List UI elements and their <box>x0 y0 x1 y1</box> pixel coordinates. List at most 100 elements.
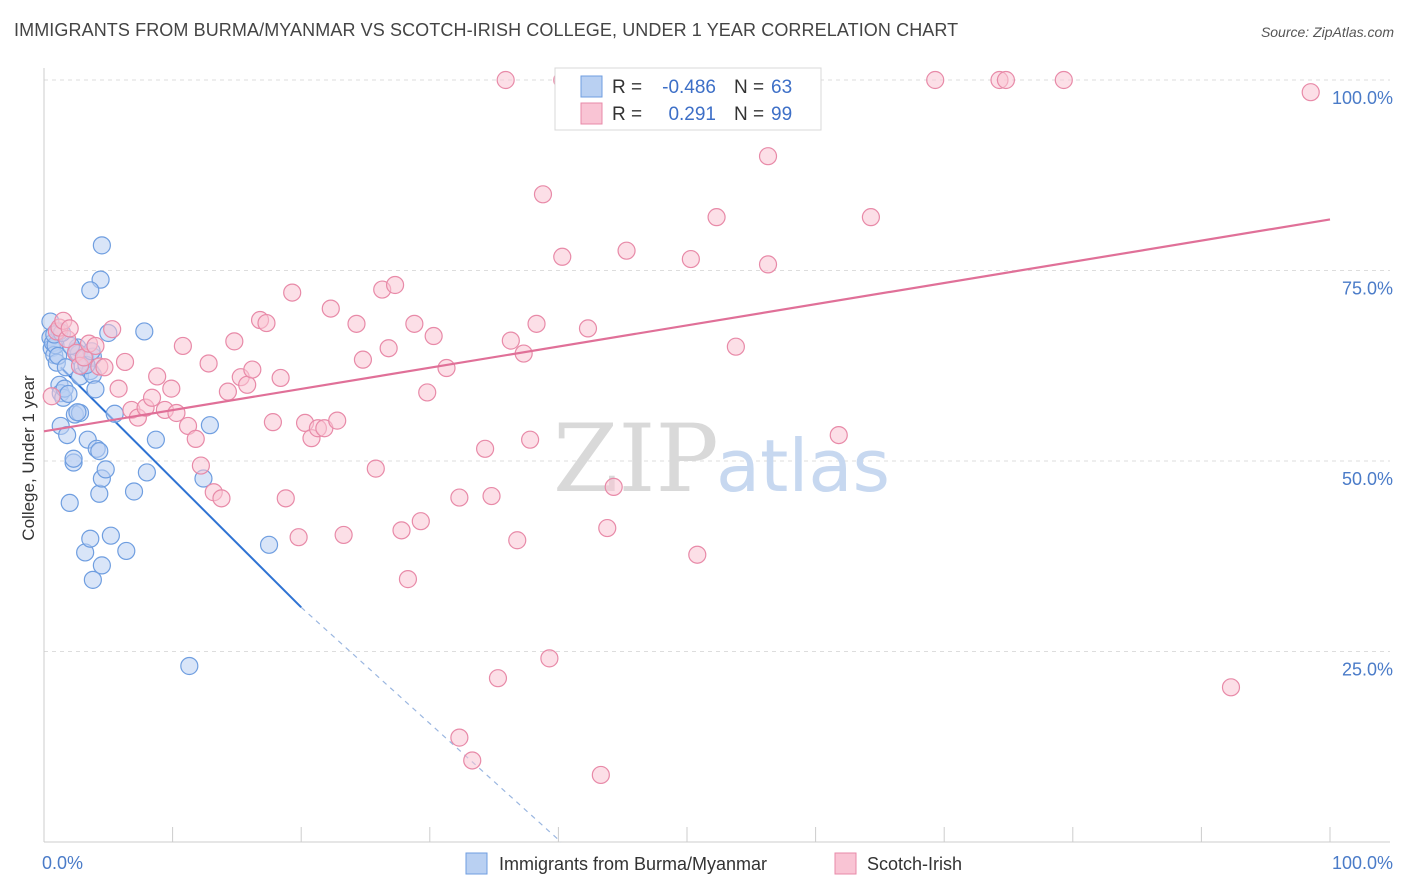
point-scotch-irish <box>334 525 353 545</box>
point-scotch-irish <box>218 382 237 401</box>
point-scotch-irish <box>191 456 210 475</box>
stats-legend: R = -0.486 N = 63 R = 0.291 N = 99 <box>554 67 822 131</box>
point-scotch-irish <box>162 379 181 398</box>
point-burma <box>81 529 100 548</box>
point-scotch-irish <box>540 649 559 668</box>
point-scotch-irish <box>450 728 469 747</box>
point-scotch-irish <box>604 477 623 497</box>
point-burma <box>92 556 111 575</box>
legend-n-value-burma: 63 <box>771 77 792 98</box>
point-scotch-irish <box>283 283 302 302</box>
point-scotch-irish <box>501 331 520 350</box>
point-scotch-irish <box>424 326 443 346</box>
point-scotch-irish <box>271 368 290 388</box>
point-scotch-irish <box>353 350 373 369</box>
point-scotch-irish <box>276 489 295 508</box>
axes <box>43 68 1390 843</box>
point-scotch-irish <box>321 299 340 318</box>
y-tick-label: 50.0% <box>1342 469 1393 489</box>
point-scotch-irish <box>289 528 308 547</box>
point-scotch-irish <box>60 319 79 338</box>
trend-dashed-burma <box>300 606 562 843</box>
point-scotch-irish <box>475 439 495 458</box>
point-scotch-irish <box>926 70 945 90</box>
point-scotch-irish <box>688 545 707 564</box>
point-scotch-irish <box>681 249 700 269</box>
point-scotch-irish <box>148 367 167 386</box>
point-scotch-irish <box>1221 678 1241 697</box>
point-scotch-irish <box>578 319 598 338</box>
point-scotch-irish <box>861 208 880 227</box>
point-scotch-irish <box>617 241 636 260</box>
point-scotch-irish <box>42 387 61 406</box>
point-scotch-irish <box>996 70 1016 90</box>
point-burma <box>64 449 83 468</box>
point-scotch-irish <box>109 379 128 398</box>
point-scotch-irish <box>95 358 114 377</box>
data-points <box>41 70 1320 785</box>
point-scotch-irish <box>347 314 366 333</box>
legend-swatch-scotch-irish <box>580 102 603 125</box>
x-tick-label: 100.0% <box>1332 853 1393 873</box>
point-scotch-irish <box>398 570 418 589</box>
watermark: ZIP atlas <box>553 405 890 514</box>
point-burma <box>92 236 111 255</box>
point-scotch-irish <box>829 425 848 445</box>
legend-r-value-scotch-irish: 0.291 <box>668 104 716 125</box>
legend-r-label-burma: R = <box>612 77 642 98</box>
point-scotch-irish <box>726 337 745 356</box>
point-burma <box>59 384 78 404</box>
point-burma <box>101 526 120 545</box>
legend-n-label-scotch-irish: N = <box>734 104 764 125</box>
point-burma <box>90 441 109 461</box>
point-scotch-irish <box>488 669 508 688</box>
point-scotch-irish <box>212 489 231 508</box>
source-label: Source: ZipAtlas.com <box>1260 24 1394 40</box>
point-scotch-irish <box>379 339 398 358</box>
y-tick-labels: 25.0% 50.0% 75.0% 100.0% <box>1332 88 1393 680</box>
trend-solid-scotch-irish <box>43 218 1331 433</box>
point-burma <box>90 484 109 503</box>
point-burma <box>200 416 219 435</box>
point-scotch-irish <box>707 208 726 227</box>
point-scotch-irish <box>482 486 501 506</box>
trend-line-burma <box>60 366 562 843</box>
bottom-legend-label-scotch-irish: Scotch-Irish <box>867 854 962 874</box>
point-scotch-irish <box>142 388 162 407</box>
point-scotch-irish <box>591 765 610 785</box>
point-scotch-irish <box>86 336 105 356</box>
point-burma <box>86 380 105 399</box>
bottom-legend-label-burma: Immigrants from Burma/Myanmar <box>499 854 767 874</box>
point-scotch-irish <box>366 459 385 478</box>
point-burma <box>96 460 115 479</box>
point-scotch-irish <box>411 512 430 531</box>
watermark-atlas: atlas <box>716 424 890 508</box>
y-tick-label: 25.0% <box>1342 660 1393 680</box>
point-scotch-irish <box>186 429 205 449</box>
point-scotch-irish <box>263 413 283 432</box>
point-scotch-irish <box>115 352 135 372</box>
point-scotch-irish <box>392 521 411 540</box>
point-burma <box>180 656 199 676</box>
point-scotch-irish <box>553 247 572 266</box>
point-scotch-irish <box>521 430 540 449</box>
point-scotch-irish <box>527 314 546 333</box>
bottom-legend-swatch-scotch-irish <box>834 852 857 875</box>
point-scotch-irish <box>103 320 122 339</box>
y-axis-label: College, Under 1 year <box>19 375 38 541</box>
trend-line-scotch-irish <box>43 218 1331 433</box>
x-tick-labels: 0.0% 100.0% <box>42 853 1393 873</box>
legend-n-value-scotch-irish: 99 <box>771 104 792 125</box>
bottom-legend-swatch-burma <box>465 852 488 875</box>
watermark-zip: ZIP <box>553 405 719 514</box>
point-scotch-irish <box>243 360 262 379</box>
point-scotch-irish <box>450 488 469 507</box>
point-scotch-irish <box>758 255 778 274</box>
point-scotch-irish <box>533 185 553 204</box>
point-burma <box>137 463 156 482</box>
legend-r-label-scotch-irish: R = <box>612 104 642 125</box>
gridlines <box>44 79 1390 652</box>
point-scotch-irish <box>508 531 527 550</box>
point-scotch-irish <box>385 275 405 295</box>
point-burma <box>60 493 79 513</box>
